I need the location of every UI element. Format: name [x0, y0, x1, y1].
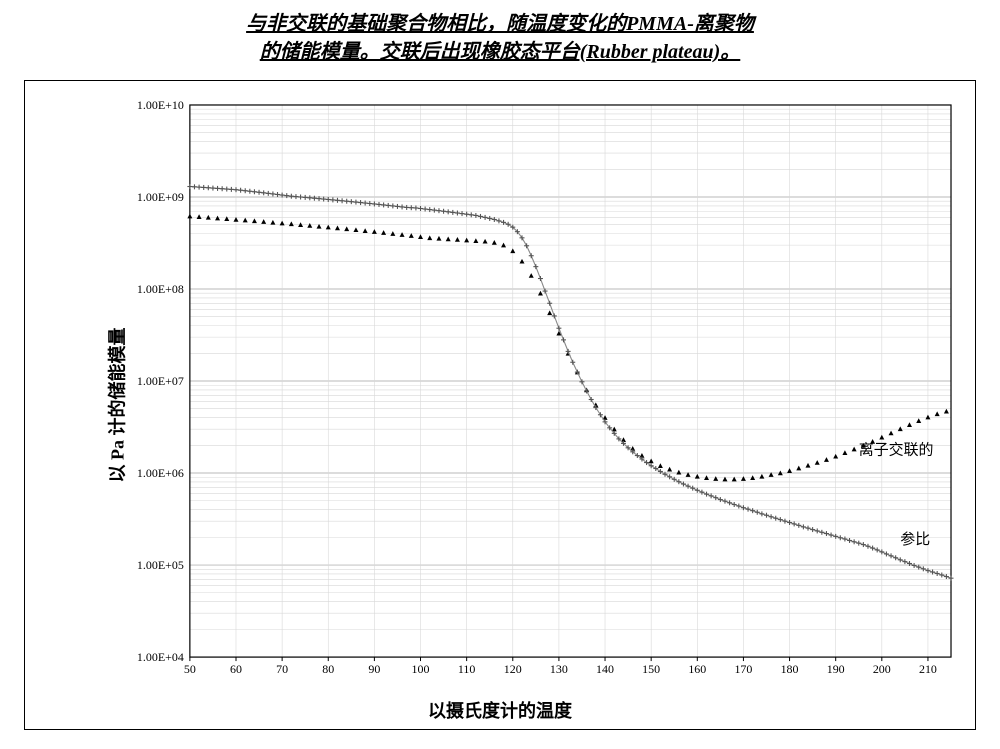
svg-text:90: 90	[368, 662, 380, 676]
svg-text:离子交联的: 离子交联的	[859, 440, 934, 458]
svg-text:50: 50	[184, 662, 196, 676]
svg-text:160: 160	[688, 662, 706, 676]
chart-frame: 以 Pa 计的储能模量 以摄氏度计的温度 1.00E+041.00E+051.0…	[24, 80, 976, 730]
svg-text:120: 120	[504, 662, 522, 676]
svg-text:140: 140	[596, 662, 614, 676]
title-line-2: 的储能模量。交联后出现橡胶态平台(Rubber plateau)。	[260, 38, 741, 66]
svg-text:参比: 参比	[900, 531, 930, 548]
svg-text:210: 210	[919, 662, 937, 676]
svg-text:60: 60	[230, 662, 242, 676]
figure-title: 与非交联的基础聚合物相比，随温度变化的PMMA-离聚物 的储能模量。交联后出现橡…	[0, 0, 1000, 66]
svg-text:1.00E+04: 1.00E+04	[137, 650, 184, 664]
svg-text:1.00E+09: 1.00E+09	[137, 190, 184, 204]
x-axis-label: 以摄氏度计的温度	[25, 697, 975, 723]
chart-svg: 1.00E+04 1.00E+05 1.00E+06 1.00E+07 1.00E+08…	[135, 101, 955, 679]
svg-text:80: 80	[322, 662, 334, 676]
svg-text:200: 200	[873, 662, 891, 676]
svg-text:1.00E+06: 1.00E+06	[137, 466, 184, 480]
page: 与非交联的基础聚合物相比，随温度变化的PMMA-离聚物 的储能模量。交联后出现橡…	[0, 0, 1000, 749]
svg-text:150: 150	[642, 662, 660, 676]
svg-text:100: 100	[412, 662, 430, 676]
svg-text:1.00E+10: 1.00E+10	[137, 101, 184, 112]
y-axis-label: 以 Pa 计的储能模量	[104, 328, 130, 483]
svg-text:110: 110	[458, 662, 476, 676]
title-line-1: 与非交联的基础聚合物相比，随温度变化的PMMA-离聚物	[246, 10, 754, 38]
svg-text:190: 190	[827, 662, 845, 676]
plot-area: 1.00E+04 1.00E+05 1.00E+06 1.00E+07 1.00E+08…	[135, 101, 955, 679]
svg-text:130: 130	[550, 662, 568, 676]
svg-text:1.00E+05: 1.00E+05	[137, 558, 184, 572]
svg-text:1.00E+08: 1.00E+08	[137, 282, 184, 296]
svg-text:180: 180	[781, 662, 799, 676]
svg-text:1.00E+07: 1.00E+07	[137, 374, 184, 388]
svg-text:70: 70	[276, 662, 288, 676]
svg-text:170: 170	[734, 662, 752, 676]
